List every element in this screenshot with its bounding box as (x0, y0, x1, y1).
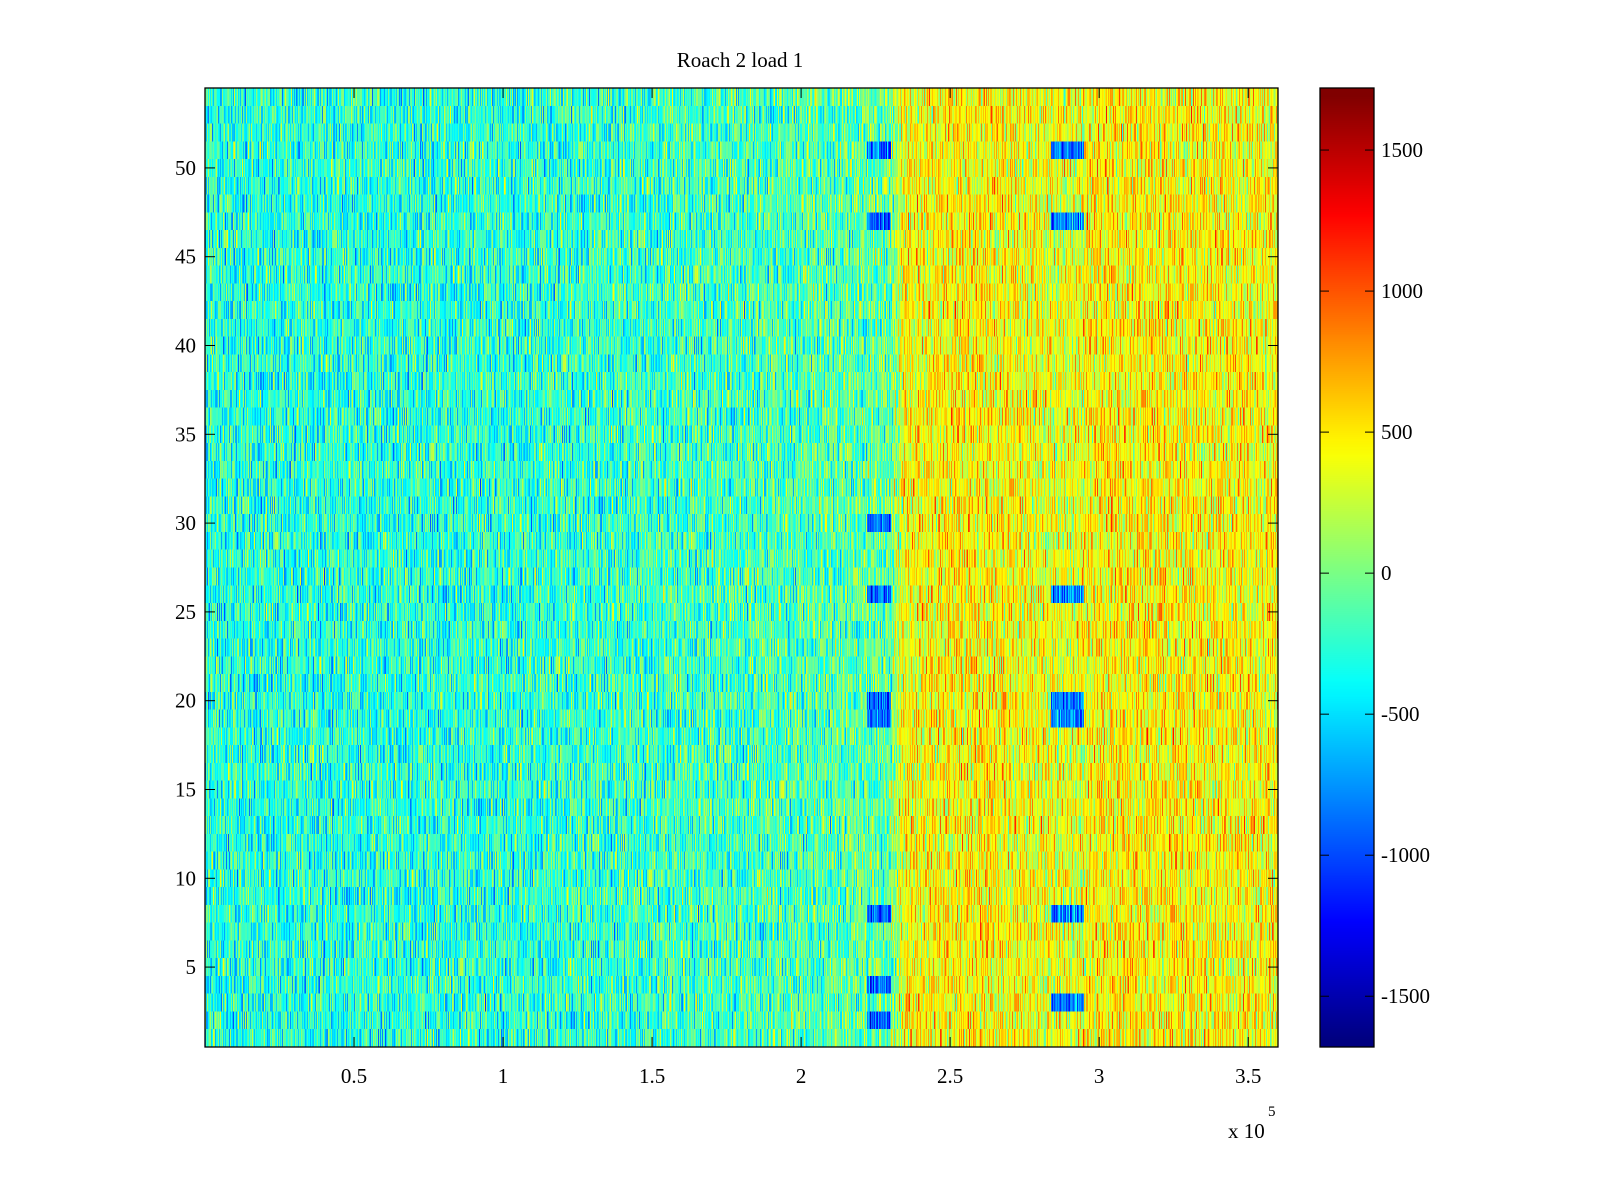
x-tick-label: 2.5 (937, 1064, 963, 1088)
y-tick-label: 20 (175, 689, 196, 713)
x-tick-label: 1 (498, 1064, 509, 1088)
y-tick-label: 35 (175, 422, 196, 446)
x-tick-label: 2 (796, 1064, 807, 1088)
colorbar-tick-label: -1000 (1381, 843, 1430, 867)
colorbar-frame (1319, 87, 1375, 1048)
y-tick-label: 40 (175, 334, 196, 358)
colorbar-tick-label: 1000 (1381, 279, 1423, 303)
x-tick-label: 0.5 (341, 1064, 367, 1088)
y-tick-label: 45 (175, 245, 196, 269)
x-tick-label: 3 (1094, 1064, 1105, 1088)
colorbar-ticks: -1500 -1000 -500 0 500 1000 1500 (1320, 138, 1430, 1008)
colorbar-tick-label: 500 (1381, 420, 1413, 444)
colorbar-tick-label: -500 (1381, 702, 1420, 726)
y-tick-label: 15 (175, 777, 196, 801)
y-tick-label: 10 (175, 866, 196, 890)
x-ticks: 0.5 1 1.5 2 2.5 3 3.5 (341, 88, 1261, 1088)
plot-frame (204, 87, 1279, 1048)
x-multiplier-exponent: 5 (1268, 1104, 1276, 1120)
x-tick-label: 3.5 (1235, 1064, 1261, 1088)
colorbar-tick-label: -1500 (1381, 984, 1430, 1008)
colorbar-tick-label: 0 (1381, 561, 1392, 585)
heatmap-image (205, 88, 1278, 1047)
x-multiplier-label: x 10 (1228, 1119, 1265, 1143)
y-tick-label: 5 (186, 955, 197, 979)
y-tick-label: 30 (175, 511, 196, 535)
y-tick-label: 50 (175, 156, 196, 180)
y-ticks: 5 10 15 20 25 30 35 40 45 50 (175, 156, 1278, 979)
colorbar-gradient (1320, 88, 1374, 1047)
colorbar-tick-label: 1500 (1381, 138, 1423, 162)
y-tick-label: 25 (175, 600, 196, 624)
chart-title: Roach 2 load 1 (677, 48, 804, 72)
x-tick-label: 1.5 (639, 1064, 665, 1088)
